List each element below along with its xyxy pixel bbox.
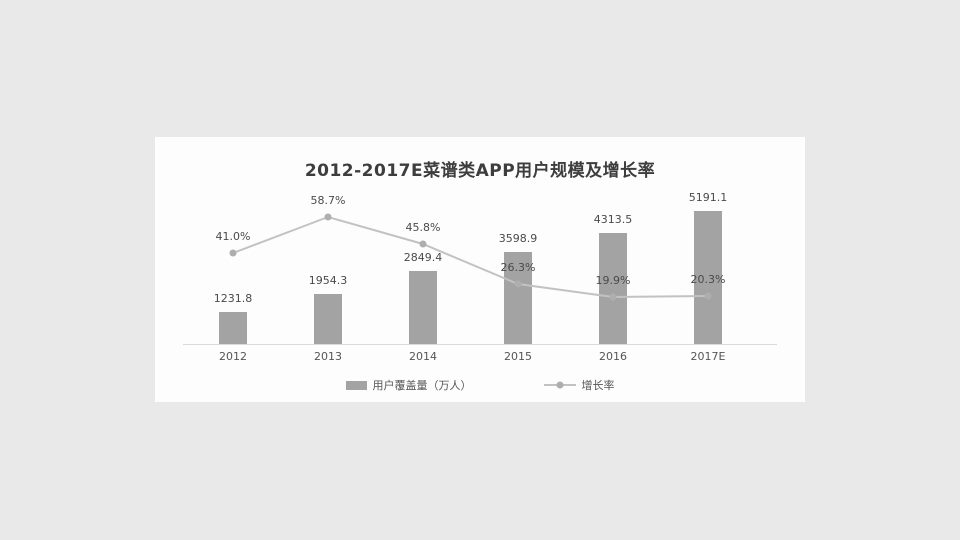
line-value-label: 45.8% <box>405 221 441 234</box>
plot-area: 1231.8 41.0% 1954.3 58.7% 2849.4 45.8% 3598.9 2… <box>183 137 777 345</box>
x-axis-label-2012: 2012 <box>219 350 247 363</box>
legend-item-bars: 用户覆盖量（万人） <box>345 377 472 393</box>
bar-value-label: 2849.4 <box>403 251 443 264</box>
growth-line-marker <box>324 213 332 221</box>
x-axis-label-2016: 2016 <box>599 350 627 363</box>
bar-2012 <box>219 312 247 344</box>
bar-legend-swatch-icon <box>345 380 367 390</box>
growth-line-marker <box>704 292 712 300</box>
bar-value-label: 5191.1 <box>688 191 728 204</box>
chart-panel: 2012-2017E菜谱类APP用户规模及增长率 1231.8 41.0% 1954… <box>155 137 805 402</box>
bar-2016 <box>599 233 627 344</box>
line-value-label: 19.9% <box>595 274 631 287</box>
growth-line-marker <box>419 240 427 248</box>
growth-line <box>232 215 709 299</box>
bar-2013 <box>314 294 342 344</box>
x-axis: 2012 2013 2014 2015 2016 2017E <box>183 350 777 366</box>
chart-title: 2012-2017E菜谱类APP用户规模及增长率 <box>304 161 656 181</box>
x-axis-label-2013: 2013 <box>314 350 342 363</box>
legend: 用户覆盖量（万人） 增长率 <box>155 377 805 393</box>
bar-2017E <box>694 211 722 344</box>
bar-value-label: 4313.5 <box>593 213 633 226</box>
line-value-label: 26.3% <box>500 261 536 274</box>
x-axis-label-2014: 2014 <box>409 350 437 363</box>
legend-label-bars: 用户覆盖量（万人） <box>372 379 472 392</box>
x-axis-label-2015: 2015 <box>504 350 532 363</box>
x-axis-label-2017E: 2017E <box>690 350 726 363</box>
bar-value-label: 1954.3 <box>308 274 348 287</box>
bar-value-label: 3598.9 <box>498 232 538 245</box>
legend-item-line: 增长率 <box>543 377 615 393</box>
bar-2014 <box>409 271 437 344</box>
growth-line-svg <box>229 213 712 301</box>
line-value-label: 20.3% <box>690 273 726 286</box>
line-value-label: 58.7% <box>310 194 346 207</box>
growth-line-marker <box>229 249 237 257</box>
bar-2015 <box>504 252 532 344</box>
line-legend-marker-icon <box>556 381 563 389</box>
growth-line-marker <box>514 280 522 288</box>
bar-value-label: 1231.8 <box>213 292 253 305</box>
line-legend-swatch-icon <box>543 381 576 389</box>
legend-label-line: 增长率 <box>581 379 615 392</box>
growth-line-marker <box>609 293 617 301</box>
line-value-label: 41.0% <box>215 230 251 243</box>
